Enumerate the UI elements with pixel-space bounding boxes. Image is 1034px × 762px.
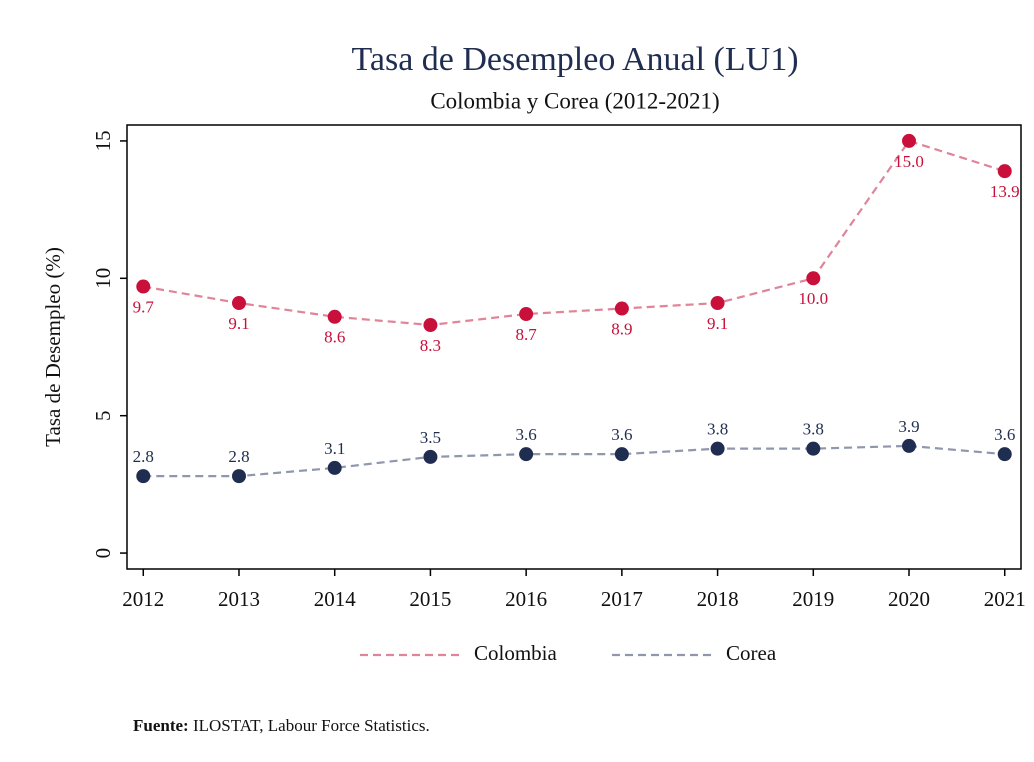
point (519, 447, 534, 462)
plot-frame (126, 124, 1022, 570)
point (327, 309, 342, 324)
data-label: 3.1 (324, 439, 345, 458)
data-label: 3.9 (898, 417, 919, 436)
series-line (143, 139, 1006, 327)
series-line (143, 444, 1005, 478)
point (806, 271, 821, 286)
x-tick-label: 2020 (888, 587, 930, 611)
x-tick-label: 2019 (792, 587, 834, 611)
x-tick-label: 2016 (505, 587, 547, 611)
point (423, 449, 438, 464)
data-label: 9.7 (133, 297, 155, 316)
data-label: 8.9 (611, 319, 632, 338)
x-tick-label: 2018 (697, 587, 739, 611)
legend-label: Colombia (474, 641, 558, 665)
point (997, 447, 1012, 462)
x-tick-label: 2013 (218, 587, 260, 611)
y-tick-label: 10 (91, 268, 115, 289)
point (997, 164, 1012, 179)
y-tick-label: 0 (91, 548, 115, 559)
data-label: 13.9 (990, 182, 1020, 201)
point (614, 447, 629, 462)
x-tick-label: 2017 (601, 587, 643, 611)
x-tick-label: 2021 (984, 587, 1026, 611)
data-label: 2.8 (133, 447, 154, 466)
legend-label: Corea (726, 641, 777, 665)
point (231, 469, 246, 484)
point (136, 469, 151, 484)
point (327, 460, 342, 475)
data-label: 9.1 (707, 314, 728, 333)
chart-title: Tasa de Desempleo Anual (LU1) (351, 41, 798, 78)
point (710, 441, 725, 456)
data-label: 3.6 (611, 425, 632, 444)
point (136, 279, 151, 294)
data-label: 2.8 (228, 447, 249, 466)
data-label: 8.6 (324, 328, 345, 347)
point (902, 438, 917, 453)
source-text: ILOSTAT, Labour Force Statistics. (193, 716, 430, 735)
point (614, 301, 629, 316)
x-tick-label: 2015 (409, 587, 451, 611)
data-label: 3.5 (420, 428, 441, 447)
source-label: Fuente: (133, 716, 189, 735)
point (519, 307, 534, 322)
y-axis-label: Tasa de Desempleo (%) (41, 247, 65, 447)
point (902, 133, 917, 148)
data-label: 8.3 (420, 336, 441, 355)
y-tick-label: 15 (91, 130, 115, 151)
data-label: 3.8 (707, 420, 728, 439)
x-tick-label: 2014 (314, 587, 357, 611)
data-label: 3.8 (803, 420, 824, 439)
point (710, 296, 725, 311)
point (231, 296, 246, 311)
data-label: 3.6 (994, 425, 1015, 444)
point (423, 318, 438, 333)
data-label: 3.6 (516, 425, 537, 444)
point (806, 441, 821, 456)
source: Fuente: ILOSTAT, Labour Force Statistics… (133, 716, 430, 735)
data-label: 8.7 (516, 325, 538, 344)
data-label: 10.0 (798, 289, 828, 308)
data-label: 9.1 (228, 314, 249, 333)
data-label: 15.0 (894, 152, 924, 171)
x-tick-label: 2012 (122, 587, 164, 611)
y-tick-label: 5 (91, 410, 115, 421)
chart-subtitle: Colombia y Corea (2012-2021) (430, 88, 719, 113)
